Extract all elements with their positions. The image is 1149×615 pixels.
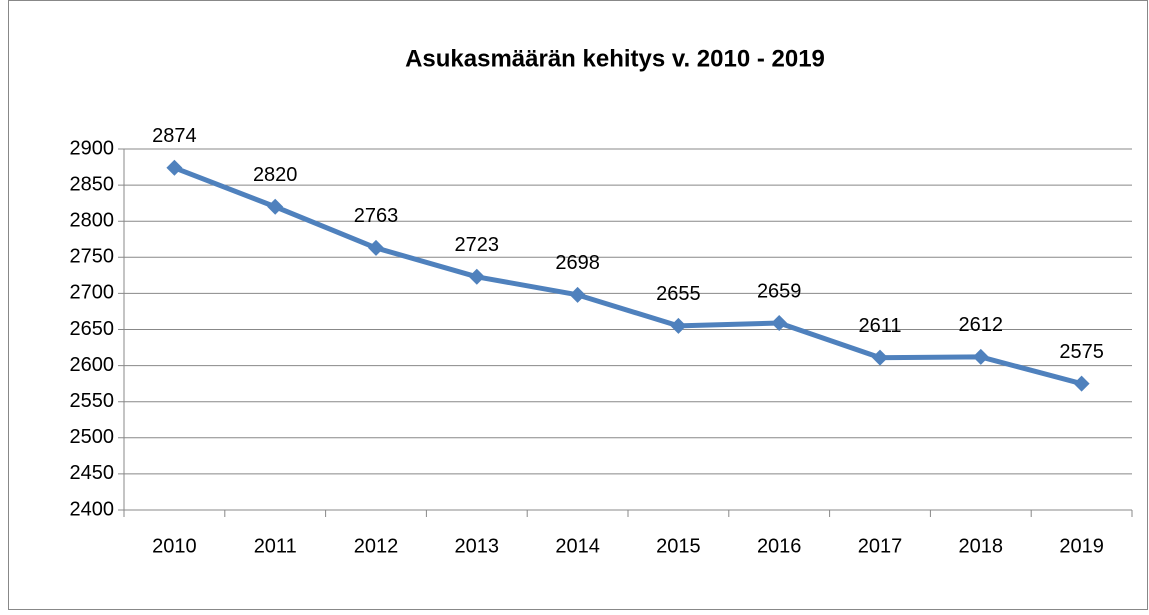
- line: [173, 165, 1083, 387]
- data-label: 2820: [253, 164, 298, 186]
- marker: [267, 198, 284, 215]
- y-tick-label: 2400: [70, 498, 115, 520]
- x-tick-label: 2010: [152, 535, 197, 557]
- y-tick-label: 2700: [70, 282, 115, 304]
- x-tick-label: 2016: [757, 535, 802, 557]
- y-tick-label: 2900: [70, 137, 115, 159]
- y-tick-label: 2750: [70, 246, 115, 268]
- data-label: 2612: [959, 314, 1004, 336]
- data-label: 2655: [656, 283, 701, 305]
- marker: [368, 239, 384, 256]
- marker: [1073, 375, 1090, 392]
- x-tick-label: 2014: [555, 535, 600, 557]
- data-label: 2575: [1059, 341, 1104, 363]
- y-tick-label: 2500: [70, 426, 115, 448]
- y-tick-label: 2550: [70, 390, 115, 412]
- x-tick-label: 2017: [858, 535, 903, 557]
- x-tick-label: 2018: [959, 535, 1004, 557]
- x-tick-label: 2015: [656, 535, 701, 557]
- data-label: 2659: [757, 280, 802, 302]
- marker: [166, 159, 183, 176]
- marker: [972, 348, 989, 365]
- y-tick-label: 2800: [70, 209, 115, 231]
- data-label: 2611: [858, 315, 901, 337]
- x-tick-label: 2019: [1059, 535, 1104, 557]
- y-tick-label: 2450: [70, 462, 115, 484]
- marker: [670, 317, 687, 334]
- y-tick-label: 2650: [70, 318, 115, 340]
- data-label: 2763: [354, 205, 399, 227]
- marker: [872, 349, 888, 366]
- chart-title: Asukasmäärän kehitys v. 2010 - 2019: [405, 45, 825, 72]
- data-label: 2723: [455, 234, 500, 256]
- marker: [569, 286, 586, 303]
- x-tick-label: 2012: [354, 535, 399, 557]
- marker: [468, 268, 485, 285]
- chart-border: [8, 0, 1148, 610]
- data-label: 2874: [152, 125, 197, 147]
- marker: [771, 315, 788, 332]
- x-tick-label: 2011: [254, 535, 297, 557]
- data-label: 2698: [555, 252, 600, 274]
- y-tick-label: 2850: [70, 173, 115, 195]
- y-tick-label: 2600: [70, 354, 115, 376]
- x-tick-label: 2013: [455, 535, 500, 557]
